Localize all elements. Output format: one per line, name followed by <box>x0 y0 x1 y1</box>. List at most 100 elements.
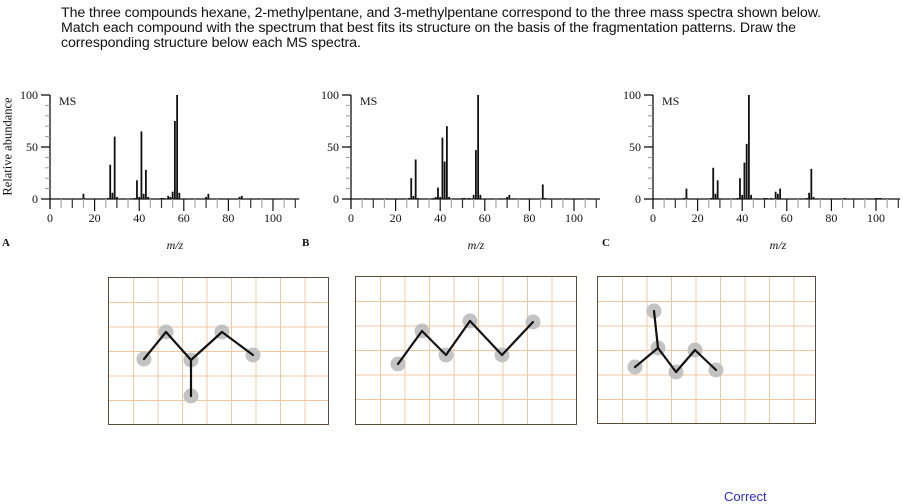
x-tick-label: 20 <box>89 211 101 225</box>
bond-line <box>652 309 660 350</box>
peak-bar <box>107 197 109 199</box>
peak-bar <box>448 196 451 199</box>
peak-bar <box>685 188 688 199</box>
peak-bar <box>109 164 112 199</box>
peak-bar <box>461 197 464 199</box>
peak-bar <box>843 197 846 199</box>
peak-bar <box>463 197 466 199</box>
peak-bar <box>810 168 813 199</box>
x-axis-label: m/z <box>468 238 485 252</box>
peak-bar <box>779 188 782 199</box>
peak-bar <box>774 191 777 199</box>
peak-bar <box>877 197 880 199</box>
bond-line <box>444 319 472 357</box>
structure-drawing-area-a[interactable] <box>108 277 329 425</box>
x-tick-label: 100 <box>264 211 282 225</box>
x-tick-label: 60 <box>178 211 190 225</box>
peak-bar <box>716 180 719 199</box>
peak-bar <box>474 150 477 199</box>
x-tick-label: 40 <box>434 211 446 225</box>
peak-bar <box>763 197 766 199</box>
bond-line <box>468 319 504 357</box>
peak-bar <box>743 162 746 199</box>
bond-line <box>164 330 193 362</box>
peak-bar <box>750 194 753 199</box>
y-tick-label: 0 <box>32 192 38 206</box>
peak-bar <box>136 180 138 199</box>
question-text: The three compounds hexane, 2-methylpent… <box>61 5 821 51</box>
peak-bar <box>747 95 750 199</box>
peak-bar <box>171 191 174 199</box>
peak-bar <box>133 197 136 199</box>
peak-bar <box>178 192 181 199</box>
bond-line <box>674 348 697 374</box>
peak-bar <box>82 193 85 199</box>
y-tick-label: 50 <box>629 140 641 154</box>
peak-bar <box>739 178 741 199</box>
peak-bar <box>142 193 145 199</box>
bond-line <box>693 348 718 372</box>
peak-bar <box>437 187 439 199</box>
x-tick-label: 80 <box>825 211 837 225</box>
bond-line <box>633 346 660 369</box>
y-tick-label: 50 <box>26 140 38 154</box>
x-tick-label: 80 <box>222 211 234 225</box>
y-tick-label: 100 <box>623 88 641 102</box>
peak-bar <box>144 169 147 199</box>
panel-label: C <box>602 237 610 249</box>
peak-bar <box>417 197 419 199</box>
peak-bar <box>477 95 480 199</box>
peak-bar <box>445 126 448 199</box>
peak-bar <box>736 197 739 199</box>
x-tick-label: 80 <box>523 211 535 225</box>
peak-bar <box>408 197 410 199</box>
x-tick-label: 60 <box>479 211 491 225</box>
peak-bar <box>441 137 444 199</box>
peak-bar <box>432 197 435 199</box>
spectrum-plot: 100 50 0 MS 0 20 40 60 80 100 B m/z <box>302 88 600 252</box>
peak-bar <box>508 194 511 199</box>
bond-line <box>420 329 448 357</box>
structure-drawing-area-c[interactable] <box>597 276 816 424</box>
peak-bar <box>167 195 170 199</box>
peak-bar <box>147 196 150 199</box>
panel-label: A <box>2 237 10 249</box>
drawing-grid <box>598 277 815 423</box>
bond-line <box>656 346 678 374</box>
peak-bar <box>138 196 141 199</box>
peak-bar <box>414 159 417 199</box>
peak-bar <box>140 131 143 199</box>
panel-label: B <box>302 237 310 249</box>
feedback-correct: Correct <box>724 489 767 504</box>
peak-bar <box>173 121 176 199</box>
peak-bar <box>111 192 114 199</box>
peak-bar <box>683 197 686 199</box>
peak-bar <box>468 197 471 199</box>
y-tick-label: 100 <box>321 88 339 102</box>
x-tick-label: 100 <box>867 211 885 225</box>
x-tick-label: 20 <box>692 211 704 225</box>
bond-line <box>396 329 424 366</box>
x-tick-label: 0 <box>348 211 354 225</box>
peak-bar <box>205 196 207 199</box>
structure-drawing-area-b[interactable] <box>355 276 577 425</box>
peak-bar <box>808 192 810 199</box>
peak-bar <box>116 196 118 199</box>
peak-bar <box>472 194 475 199</box>
y-tick-label: 0 <box>635 192 641 206</box>
peak-bar <box>162 197 165 199</box>
peak-bar <box>805 197 808 199</box>
peak-bar <box>541 184 544 199</box>
spectrum-plot: 100 50 0 MS 0 20 40 60 80 100 A m/z <box>2 88 300 252</box>
peak-bar <box>765 197 768 199</box>
peak-bar <box>710 197 712 199</box>
peak-bar <box>412 195 415 199</box>
bond-line <box>189 330 224 362</box>
ms-label: MS <box>360 94 377 108</box>
x-tick-label: 0 <box>47 211 53 225</box>
y-tick-label: 100 <box>20 88 38 102</box>
peak-bar <box>544 197 546 199</box>
